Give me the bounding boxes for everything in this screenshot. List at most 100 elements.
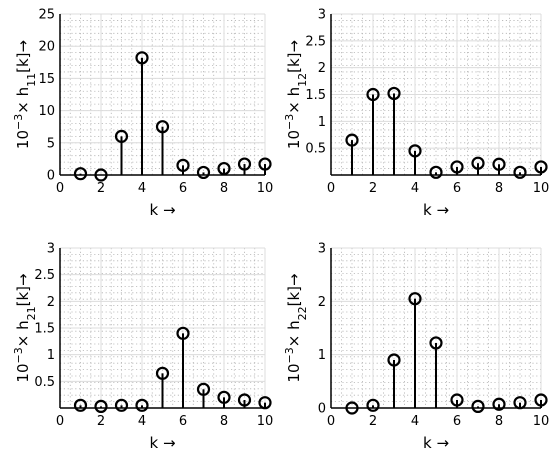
y-label-sym: h — [14, 87, 32, 97]
x-tick-label: 4 — [138, 181, 146, 196]
stem-marker — [73, 167, 88, 181]
y-tick-label: 1 — [318, 115, 326, 130]
stem-marker — [237, 393, 252, 407]
y-tick-label: 2 — [47, 295, 55, 310]
x-tick-label: 8 — [495, 414, 503, 429]
stem-marker — [73, 398, 88, 412]
y-label-tail: [k]→ — [14, 40, 32, 73]
y-axis-label: 10−3× h21[k]→ — [12, 273, 38, 382]
y-axis-label: 10−3× h11[k]→ — [12, 40, 38, 149]
x-tick-label: 6 — [453, 181, 461, 196]
x-tick-label: 10 — [257, 181, 274, 196]
y-label-sub: 11 — [25, 73, 38, 87]
stem-marker — [471, 399, 485, 413]
y-tick-label: 3 — [47, 242, 55, 257]
subplot-3: 0 2 4 6 8 100.511.522.53k →10−3× h21[k]→ — [12, 242, 274, 453]
x-tick-label: 10 — [533, 181, 550, 196]
x-tick-label: 8 — [495, 181, 503, 196]
y-tick-label: 1 — [47, 348, 55, 363]
y-tick-label: 1.5 — [305, 88, 326, 103]
x-tick-label: 4 — [411, 414, 419, 429]
stem-marker — [471, 156, 485, 170]
stem-marker — [450, 160, 464, 174]
y-label-tail: [k]→ — [14, 273, 32, 306]
y-label-exp: −3 — [283, 114, 296, 130]
stem-marker — [196, 382, 211, 396]
y-label-scale: 10 — [285, 363, 303, 382]
y-tick-label: 5 — [47, 136, 55, 151]
y-tick-label: 25 — [38, 8, 55, 23]
x-tick-label: 6 — [453, 414, 461, 429]
x-tick-label: 8 — [220, 414, 228, 429]
y-label-exp: −3 — [12, 114, 25, 130]
x-tick-label: 8 — [220, 181, 228, 196]
stem-marker — [196, 165, 211, 180]
x-tick-label: 0 — [56, 414, 64, 429]
stem-marker — [450, 393, 464, 407]
y-tick-label: 2.5 — [305, 34, 326, 49]
stem-marker — [534, 393, 548, 407]
stem-marker — [155, 120, 170, 134]
y-label-times: × — [285, 330, 303, 347]
stem-marker — [513, 165, 527, 179]
stem-marker — [408, 144, 422, 158]
stem-marker — [135, 398, 149, 412]
stem-marker — [258, 157, 272, 171]
stem-marker — [176, 326, 190, 340]
stem-marker — [237, 157, 252, 171]
y-label-scale: 10 — [14, 363, 32, 382]
stem-marker — [114, 129, 129, 143]
stem-marker — [176, 158, 190, 172]
stem-marker — [429, 165, 443, 179]
y-tick-label: 15 — [38, 72, 55, 87]
stem-marker — [492, 157, 506, 171]
y-label-sub: 21 — [25, 306, 38, 320]
y-tick-label: 0 — [47, 169, 55, 184]
x-tick-label: 2 — [369, 414, 377, 429]
y-label-tail: [k]→ — [285, 40, 303, 73]
stem-marker — [492, 397, 506, 411]
y-label-scale: 10 — [14, 130, 32, 149]
y-label-sym: h — [285, 87, 303, 97]
y-tick-label: 0 — [318, 402, 326, 417]
y-axis-label: 10−3× h22[k]→ — [283, 273, 309, 382]
x-tick-label: 0 — [56, 181, 64, 196]
y-tick-label: 1.5 — [34, 322, 55, 337]
stem-marker — [135, 51, 149, 65]
x-axis-label: k → — [149, 434, 175, 452]
y-label-scale: 10 — [285, 130, 303, 149]
stem-marker — [387, 86, 401, 101]
x-tick-label: 2 — [97, 414, 105, 429]
x-tick-label: 10 — [533, 414, 550, 429]
x-tick-label: 0 — [327, 181, 335, 196]
y-tick-label: 3 — [318, 8, 326, 23]
y-label-exp: −3 — [12, 347, 25, 363]
y-tick-label: 2.5 — [34, 268, 55, 283]
x-tick-label: 6 — [179, 414, 187, 429]
x-tick-label: 4 — [138, 414, 146, 429]
x-axis-label: k → — [423, 201, 449, 219]
stem-marker — [114, 398, 129, 412]
y-tick-label: 2 — [318, 61, 326, 76]
y-tick-label: 2 — [318, 295, 326, 310]
y-tick-label: 0.5 — [305, 142, 326, 157]
y-tick-label: 10 — [38, 104, 55, 119]
y-label-sym: h — [285, 320, 303, 330]
x-tick-label: 6 — [179, 181, 187, 196]
y-tick-label: 1 — [318, 348, 326, 363]
y-tick-label: 3 — [318, 242, 326, 257]
x-axis-label: k → — [423, 434, 449, 452]
y-label-times: × — [14, 330, 32, 347]
y-label-sym: h — [14, 320, 32, 330]
y-label-tail: [k]→ — [285, 273, 303, 306]
x-tick-label: 0 — [327, 414, 335, 429]
subplot-2: 0 2 4 6 8 100.511.522.53k →10−3× h12[k]→ — [283, 8, 550, 220]
x-tick-label: 2 — [369, 181, 377, 196]
x-axis-label: k → — [149, 201, 175, 219]
stem-marker — [366, 398, 380, 412]
stem-marker — [429, 336, 443, 350]
y-axis-label: 10−3× h12[k]→ — [283, 40, 309, 149]
